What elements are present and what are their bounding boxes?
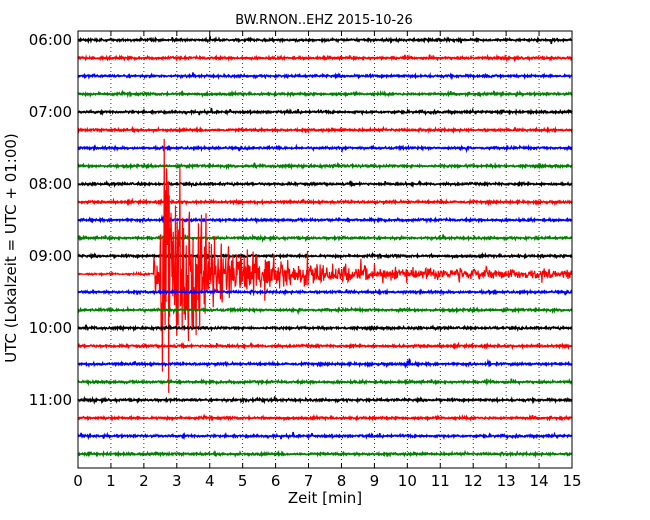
x-tick-label: 0: [73, 472, 83, 490]
trace-line: [77, 107, 573, 117]
trace-line: [77, 357, 573, 369]
x-axis-label: Zeit [min]: [288, 489, 362, 507]
plot-frame: [77, 30, 573, 469]
trace-line: [77, 35, 573, 45]
y-tick-label: 08:00: [29, 175, 72, 193]
x-tick-label: 7: [304, 472, 314, 490]
trace-line: [77, 323, 573, 333]
y-tick-label: 11:00: [29, 391, 72, 409]
y-axis: 06:00 07:00 08:00 09:00 10:00 11:00: [29, 31, 83, 409]
x-tick-label: 5: [238, 472, 248, 490]
trace-line: [77, 305, 573, 316]
y-axis-label: UTC (Lokalzeit = UTC + 01:00): [2, 133, 20, 363]
trace-line: [77, 197, 573, 207]
x-tick-label: 8: [337, 472, 347, 490]
trace-line: [77, 395, 573, 405]
trace-line: [77, 251, 573, 261]
y-tick-label: 10:00: [29, 319, 72, 337]
trace-line: [77, 341, 573, 351]
y-tick-label: 07:00: [29, 103, 72, 121]
trace-line: [77, 143, 573, 154]
chart-title: BW.RNON..EHZ 2015-10-26: [235, 13, 413, 28]
x-tick-label: 1: [106, 472, 116, 490]
x-tick-label: 13: [497, 472, 516, 490]
trace-line: [77, 413, 573, 423]
trace-line: [77, 125, 573, 135]
y-tick-label: 09:00: [29, 247, 72, 265]
x-tick-label: 3: [172, 472, 182, 490]
trace-line: [77, 449, 573, 459]
x-tick-label: 2: [139, 472, 149, 490]
trace-line: [77, 233, 573, 243]
x-tick-label: 9: [370, 472, 380, 490]
trace-line: [77, 53, 573, 63]
y-tick-label: 06:00: [29, 31, 72, 49]
x-axis: 0 1 2 3 4 5 6 7 8 9 10 11 12 13 14 15: [73, 31, 582, 490]
trace-line: [77, 161, 573, 171]
x-tick-label: 15: [562, 472, 581, 490]
trace-line: [77, 179, 573, 189]
grid-lines: [110, 31, 540, 468]
trace-line: [77, 287, 573, 297]
x-tick-label: 10: [398, 472, 417, 490]
trace-line: [77, 214, 573, 225]
trace-line: [77, 138, 573, 393]
x-tick-label: 11: [431, 472, 450, 490]
x-tick-label: 12: [464, 472, 483, 490]
trace-group: [77, 35, 573, 459]
x-tick-label: 4: [205, 472, 215, 490]
trace-line: [77, 71, 573, 81]
x-tick-label: 14: [530, 472, 549, 490]
trace-line: [77, 377, 573, 387]
x-tick-label: 6: [271, 472, 281, 490]
trace-line: [77, 431, 573, 441]
trace-line: [77, 89, 573, 99]
